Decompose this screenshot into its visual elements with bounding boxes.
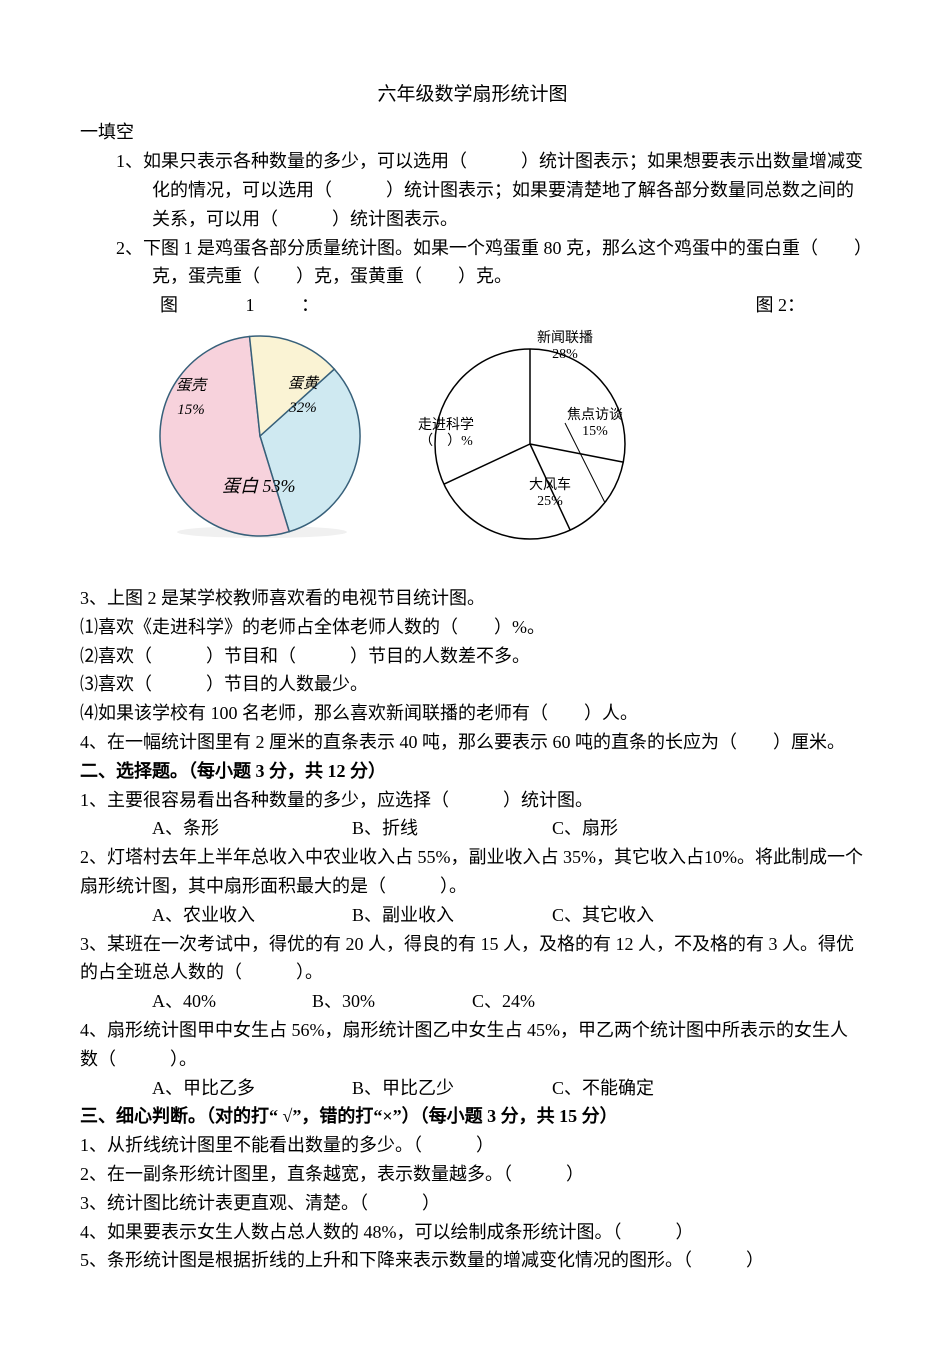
q2-1-opt-c: C、扇形: [552, 814, 752, 843]
q2-4-opt-c: C、不能确定: [552, 1074, 752, 1103]
q1-4: 4、在一幅统计图里有 2 厘米的直条表示 40 吨，那么要表示 60 吨的直条的…: [80, 728, 865, 757]
q3-4: 4、如果要表示女生人数占总人数的 48%，可以绘制成条形统计图。（ ）: [80, 1218, 865, 1247]
fig1-label-b: 1: [220, 291, 280, 320]
page-title: 六年级数学扇形统计图: [80, 80, 865, 110]
q2-3-opt-a: A、40%: [152, 987, 312, 1016]
q2-3-opt-c: C、24%: [472, 987, 672, 1016]
q1-3-3: ⑶喜欢（ ）节目的人数最少。: [80, 670, 865, 699]
section3-head: 三、细心判断。（对的打“ √”，错的打“×”）（每小题 3 分，共 15 分）: [80, 1102, 865, 1131]
q1-3-1: ⑴喜欢《走进科学》的老师占全体老师人数的（ ）%。: [80, 613, 865, 642]
pie2-svg: 新闻联播28% 焦点访谈15% 大风车25% 走进科学（ ）%: [410, 324, 690, 564]
svg-text:焦点访谈15%: 焦点访谈15%: [567, 407, 623, 439]
pie1-yolk-label: 蛋黄32%: [288, 372, 318, 420]
fig2-label: 图 2：: [725, 291, 805, 320]
q2-3-opt-b: B、30%: [312, 987, 472, 1016]
pie1-shell-label: 蛋壳15%: [176, 374, 206, 422]
q2-4: 4、扇形统计图甲中女生占 56%，扇形统计图乙中女生占 45%，甲乙两个统计图中…: [80, 1016, 865, 1074]
q1-2: 2、下图 1 是鸡蛋各部分质量统计图。如果一个鸡蛋重 80 克，那么这个鸡蛋中的…: [80, 234, 865, 292]
q2-3: 3、某班在一次考试中，得优的有 20 人，得良的有 15 人，及格的有 12 人…: [80, 930, 865, 988]
svg-text:走进科学（ ）%: 走进科学（ ）%: [418, 417, 474, 449]
q2-1: 1、主要很容易看出各种数量的多少，应选择（ ）统计图。: [80, 786, 865, 815]
section2-head: 二、选择题。（每小题 3 分，共 12 分）: [80, 757, 865, 786]
q3-1: 1、从折线统计图里不能看出数量的多少。（ ）: [80, 1131, 865, 1160]
q2-1-opt-a: A、条形: [152, 814, 352, 843]
pie1-white-label: 蛋白 53%: [222, 472, 296, 501]
fig1-label-a: 图: [160, 291, 220, 320]
fig1-label-c: ：: [280, 291, 340, 320]
q2-4-opts: A、甲比乙多 B、甲比乙少 C、不能确定: [80, 1074, 865, 1103]
pie-chart-tv: 新闻联播28% 焦点访谈15% 大风车25% 走进科学（ ）%: [410, 324, 670, 564]
svg-text:新闻联播28%: 新闻联播28%: [537, 330, 593, 362]
q2-2-opts: A、农业收入 B、副业收入 C、其它收入: [80, 901, 865, 930]
q1-1: 1、如果只表示各种数量的多少，可以选用（ ）统计图表示；如果想要表示出数量增减变…: [80, 147, 865, 233]
q2-2-opt-c: C、其它收入: [552, 901, 752, 930]
q2-4-opt-b: B、甲比乙少: [352, 1074, 552, 1103]
q2-2-opt-a: A、农业收入: [152, 901, 352, 930]
q2-3-opts: A、40% B、30% C、24%: [80, 987, 865, 1016]
q1-3-head: 3、上图 2 是某学校教师喜欢看的电视节目统计图。: [80, 584, 865, 613]
section1-head: 一填空: [80, 118, 865, 147]
pie1-svg: [140, 324, 380, 554]
charts-row: 蛋黄32% 蛋壳15% 蛋白 53% 新闻联播28% 焦点访谈15% 大风车25% 走…: [80, 324, 865, 564]
q3-3: 3、统计图比统计表更直观、清楚。（ ）: [80, 1189, 865, 1218]
svg-text:大风车25%: 大风车25%: [529, 476, 571, 509]
q2-2: 2、灯塔村去年上半年总收入中农业收入占 55%，副业收入占 35%，其它收入占1…: [80, 843, 865, 901]
q3-2: 2、在一副条形统计图里，直条越宽，表示数量越多。（ ）: [80, 1160, 865, 1189]
q2-2-opt-b: B、副业收入: [352, 901, 552, 930]
q1-3-4: ⑷如果该学校有 100 名老师，那么喜欢新闻联播的老师有（ ）人。: [80, 699, 865, 728]
figure-labels-row: 图 1 ： 图 2：: [80, 291, 865, 320]
q2-4-opt-a: A、甲比乙多: [152, 1074, 352, 1103]
q3-5: 5、条形统计图是根据折线的上升和下降来表示数量的增减变化情况的图形。（ ）: [80, 1246, 865, 1275]
q2-1-opts: A、条形 B、折线 C、扇形: [80, 814, 865, 843]
q1-3-2: ⑵喜欢（ ）节目和（ ）节目的人数差不多。: [80, 642, 865, 671]
q2-1-opt-b: B、折线: [352, 814, 552, 843]
pie-chart-egg: 蛋黄32% 蛋壳15% 蛋白 53%: [140, 324, 380, 564]
